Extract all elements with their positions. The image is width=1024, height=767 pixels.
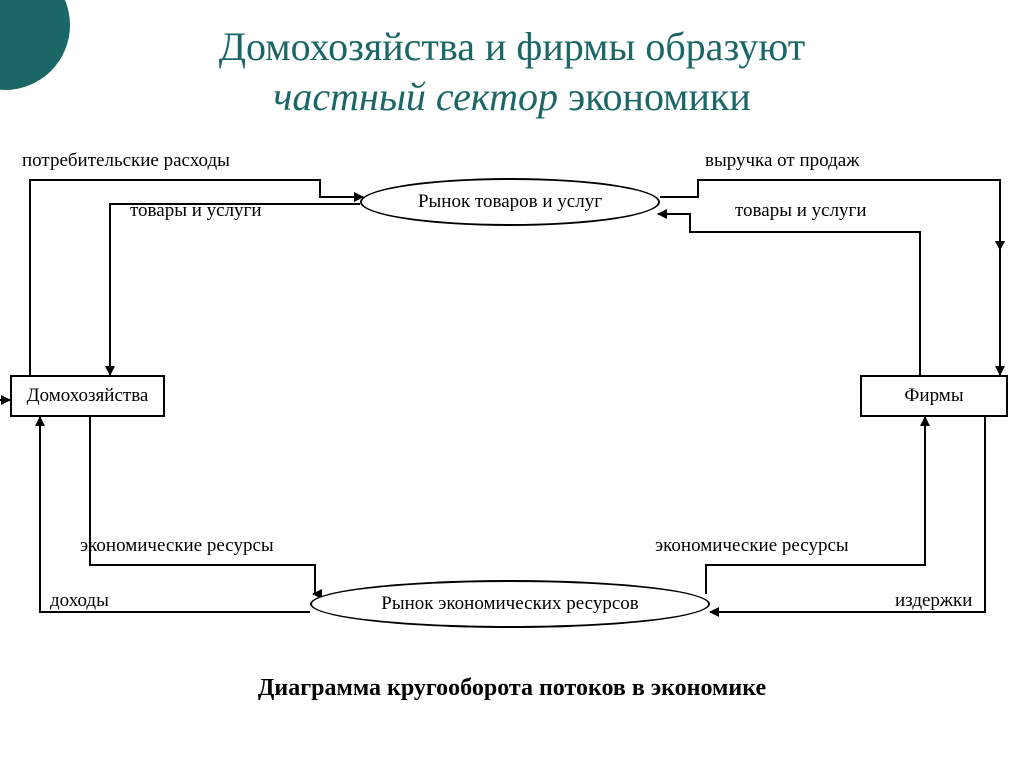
node-resource-market: Рынок экономических ресурсов <box>310 580 710 628</box>
node-firms: Фирмы <box>860 375 1008 417</box>
node-households: Домохозяйства <box>10 375 165 417</box>
diagram-caption: Диаграмма кругооборота потоков в экономи… <box>0 675 1024 702</box>
label-econ-res-left: экономические ресурсы <box>80 535 274 557</box>
node-goods-market: Рынок товаров и услуг <box>360 178 660 226</box>
label-sales-revenue: выручка от продаж <box>705 150 859 172</box>
label-goods-left: товары и услуги <box>130 200 262 222</box>
label-consumer-spending: потребительские расходы <box>22 150 230 172</box>
label-costs: издержки <box>895 590 972 612</box>
label-income: доходы <box>50 590 109 612</box>
label-econ-res-right: экономические ресурсы <box>655 535 849 557</box>
label-goods-right: товары и услуги <box>735 200 867 222</box>
